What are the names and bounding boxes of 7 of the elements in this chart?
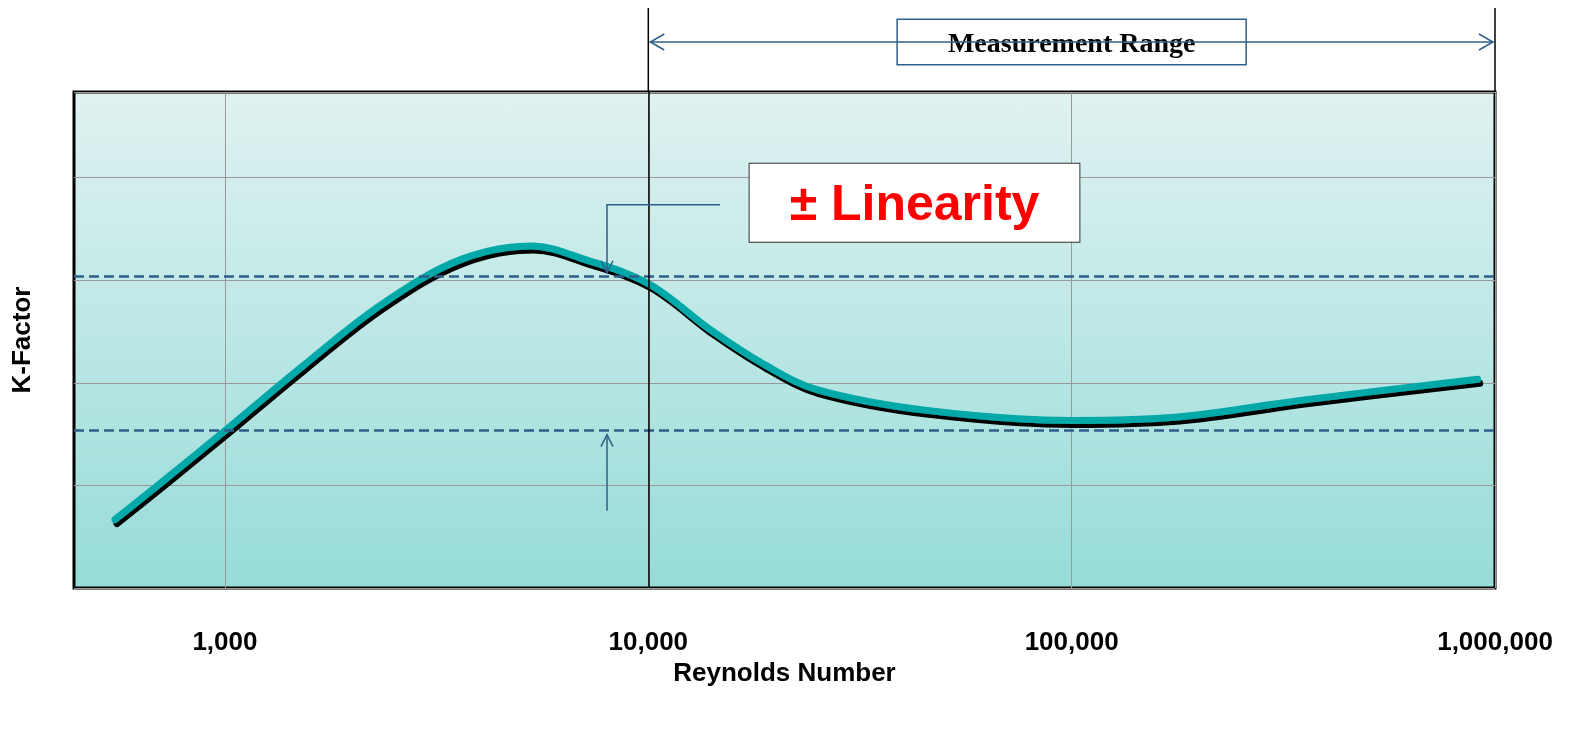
y-axis-title: K-Factor	[6, 286, 36, 394]
x-axis-title: Reynolds Number	[673, 656, 896, 687]
ref-line-label: ± Linearity	[789, 174, 1040, 231]
x-tick-label: 1,000,000	[1437, 626, 1553, 656]
x-tick-label: 10,000	[608, 626, 689, 656]
x-tick-label: 1,000	[192, 626, 258, 656]
x-tick-label: 100,000	[1024, 626, 1119, 656]
